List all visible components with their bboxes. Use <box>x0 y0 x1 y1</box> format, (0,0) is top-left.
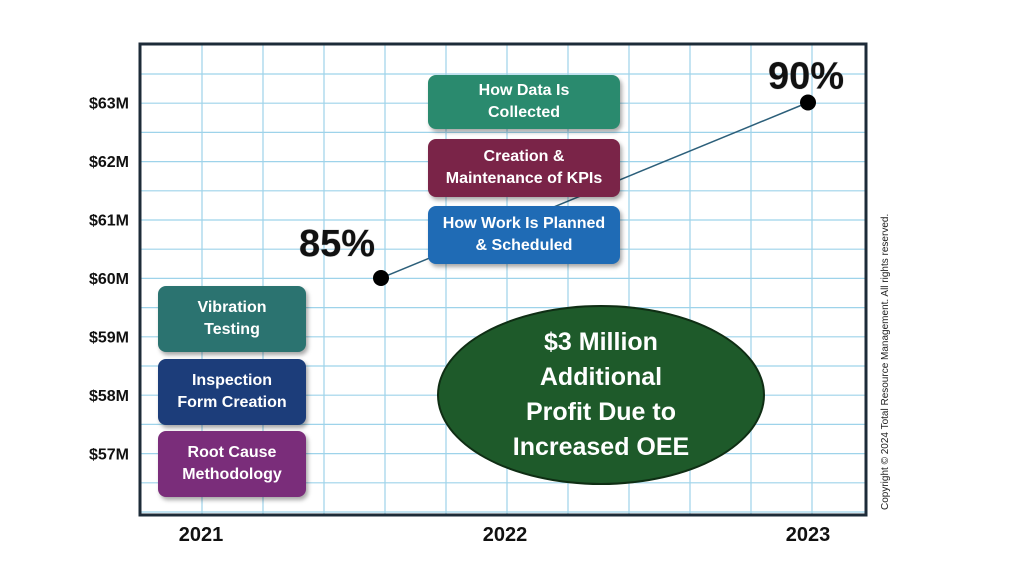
copyright-notice: Copyright © 2024 Total Resource Manageme… <box>880 213 891 510</box>
work-planned-box: How Work Is Planned & Scheduled <box>428 206 620 264</box>
x-tick-label: 2023 <box>786 524 831 546</box>
x-tick-label: 2021 <box>179 524 224 546</box>
vibration-testing-label: Vibration Testing <box>197 299 267 338</box>
data-point <box>373 270 389 286</box>
data-point <box>800 94 816 111</box>
data-label-85: 85% <box>299 223 375 265</box>
root-cause-label: Root Cause Methodology <box>182 444 282 483</box>
how-data-is-collected-label: How Data Is Collected <box>478 82 570 121</box>
vibration-testing-box: Vibration Testing <box>158 286 306 352</box>
root-cause-box: Root Cause Methodology <box>158 431 306 497</box>
kpis-label: Creation & Maintenance of KPIs <box>445 148 603 187</box>
y-tick-label: $57M <box>89 447 129 464</box>
plot-frame <box>138 42 868 517</box>
inspection-form-label: Inspection Form Creation <box>177 372 287 411</box>
data-label-90: 90% <box>768 56 844 98</box>
kpis-box: Creation & Maintenance of KPIs <box>428 139 620 197</box>
x-tick-label: 2022 <box>483 524 528 546</box>
y-tick-label: $62M <box>89 154 129 171</box>
y-tick-label: $58M <box>89 388 129 405</box>
y-tick-label: $61M <box>89 213 129 230</box>
inspection-form-box: Inspection Form Creation <box>158 359 306 425</box>
profit-callout-text: $3 Million Additional Profit Due to Incr… <box>512 328 690 461</box>
profit-callout: $3 Million Additional Profit Due to Incr… <box>437 305 765 485</box>
y-tick-label: $60M <box>89 271 129 288</box>
y-tick-label: $59M <box>89 330 129 347</box>
y-tick-label: $63M <box>89 96 129 113</box>
work-planned-label: How Work Is Planned & Scheduled <box>442 215 606 254</box>
how-data-is-collected-box: How Data Is Collected <box>428 75 620 129</box>
